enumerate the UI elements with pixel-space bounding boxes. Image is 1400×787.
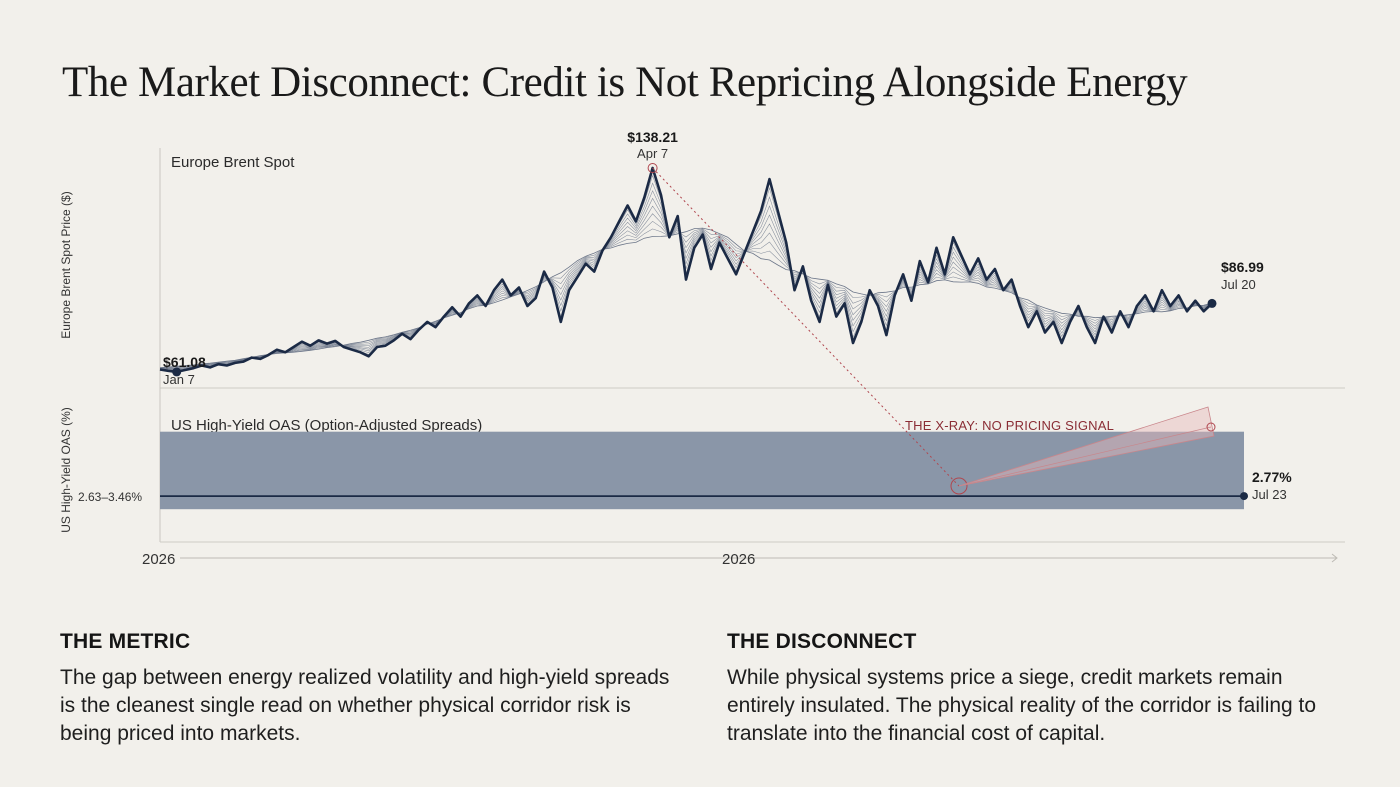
brent-min-value: $61.08 [163, 354, 206, 370]
brent-hatch-line [159, 213, 1213, 369]
metric-body: The gap between energy realized volatili… [60, 666, 670, 745]
brent-hatch-line [159, 205, 1213, 370]
brent-max-marker [647, 163, 658, 173]
brent-max-date: Apr 7 [637, 146, 668, 161]
brent-panel-title: Europe Brent Spot [171, 154, 295, 171]
page-title: The Market Disconnect: Credit is Not Rep… [62, 59, 1188, 106]
metric-heading: THE METRIC [60, 630, 191, 653]
x-tick-label-start: 2026 [142, 551, 175, 568]
x-axis-arrow [1331, 553, 1338, 563]
disconnect-body: While physical systems price a siege, cr… [727, 666, 1317, 745]
brent-last-marker [1207, 298, 1217, 308]
x-tick-label-mid: 2026 [722, 551, 755, 568]
disconnect-section: THE DISCONNECT While physical systems pr… [727, 630, 1347, 748]
xray-callout: THE X-RAY: NO PRICING SIGNAL [905, 418, 1114, 433]
brent-trend-line [159, 227, 1213, 368]
xray-beam-ray [958, 426, 1212, 487]
brent-y-axis-title: Europe Brent Spot Price ($) [59, 191, 73, 338]
oas-band-label: 2.63–3.46% [78, 490, 142, 504]
oas-panel-title: US High-Yield OAS (Option-Adjusted Sprea… [171, 417, 482, 434]
brent-min-marker [172, 367, 182, 377]
brent-min-date: Jan 7 [163, 372, 195, 387]
brent-hatch-line [159, 190, 1213, 371]
brent-max-value: $138.21 [627, 129, 678, 145]
xray-beam-end [1206, 422, 1216, 432]
metric-section: THE METRIC The gap between energy realiz… [60, 630, 680, 748]
brent-last-date: Jul 20 [1221, 277, 1256, 292]
oas-last-marker [1240, 492, 1248, 501]
xray-connector-line [652, 167, 960, 487]
brent-hatch-line [159, 220, 1213, 369]
oas-last-date: Jul 23 [1252, 487, 1287, 502]
xray-target-circle [950, 477, 968, 495]
disconnect-heading: THE DISCONNECT [727, 630, 917, 653]
brent-hatch-line [159, 197, 1213, 370]
oas-y-axis-title: US High-Yield OAS (%) [59, 407, 73, 533]
brent-series-line [159, 166, 1213, 374]
brent-last-value: $86.99 [1221, 259, 1264, 275]
chart: Europe Brent Spot Price ($) US High-Yiel… [59, 129, 1345, 568]
xray-beam [958, 406, 1215, 487]
oas-last-value: 2.77% [1252, 469, 1292, 485]
brent-hatch-line [159, 228, 1213, 369]
oas-range-band [160, 431, 1244, 510]
